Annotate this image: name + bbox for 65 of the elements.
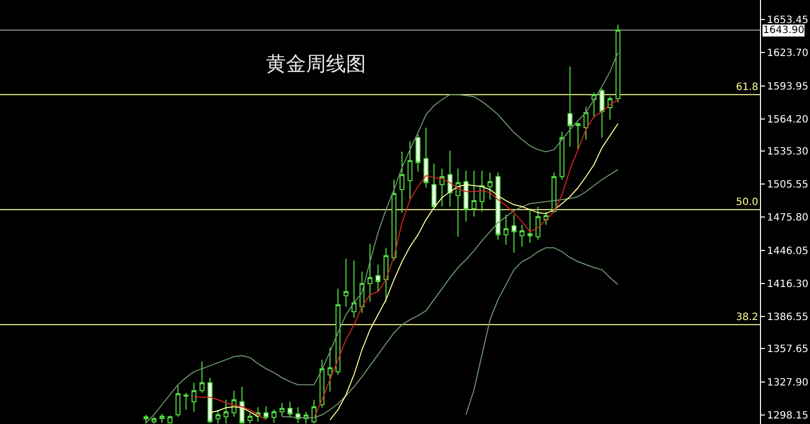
candlestick	[520, 224, 524, 248]
candlestick	[536, 206, 540, 240]
candlestick	[240, 386, 244, 424]
line-series	[282, 169, 618, 418]
annotation: 61.8	[736, 82, 758, 93]
candlestick	[576, 122, 580, 150]
y-tick-label: 1416.30	[767, 278, 808, 290]
candlestick	[528, 208, 532, 244]
candlestick	[496, 172, 500, 240]
candlestick	[600, 88, 604, 138]
candlestick	[264, 406, 268, 420]
candlestick	[320, 359, 324, 408]
candlestick	[384, 247, 388, 302]
y-tick-label: 1298.15	[767, 410, 808, 422]
y-tick-label: 1386.55	[767, 312, 808, 324]
candlestick	[176, 385, 180, 418]
candlestick	[376, 264, 380, 292]
candlestick	[472, 170, 476, 218]
candlestick	[424, 127, 428, 188]
candlestick	[488, 172, 492, 200]
y-tick-label: 1446.05	[767, 246, 808, 257]
annotation: 50.0	[736, 197, 758, 208]
candlestick	[200, 361, 204, 394]
candlestick	[288, 401, 292, 418]
candlestick	[592, 92, 596, 118]
y-tick-label: 1623.70	[767, 48, 808, 60]
candlestick	[560, 131, 564, 180]
candlestick	[400, 151, 404, 214]
candlestick	[336, 288, 340, 376]
candlestick	[280, 402, 284, 417]
line-series	[146, 52, 618, 424]
candlestick	[440, 168, 444, 208]
line-series	[466, 247, 618, 416]
candlestick	[616, 24, 620, 104]
candlestick	[456, 168, 460, 238]
candlestick	[416, 134, 420, 172]
y-tick-label: 1653.45	[767, 15, 808, 26]
candlestick	[480, 170, 484, 212]
candlestick	[552, 172, 556, 214]
candlestick	[328, 347, 332, 392]
candlestick	[368, 243, 372, 302]
candlestick	[352, 260, 356, 318]
candlestick	[448, 150, 452, 208]
y-tick-label: 1357.65	[767, 344, 808, 356]
y-tick-label: 1564.20	[767, 114, 808, 126]
candlestick	[344, 258, 348, 308]
y-tick-label: 1535.30	[767, 146, 808, 158]
text: 黄金周线图	[266, 52, 366, 76]
y-tick-label: 1475.80	[767, 212, 808, 224]
candlestick	[568, 66, 572, 148]
annotation: 38.2	[736, 312, 758, 323]
candlestick	[408, 141, 412, 200]
ref-line-label: 1643.90	[763, 25, 804, 36]
candlestick	[192, 382, 196, 412]
y-tick-label: 1593.95	[767, 81, 808, 92]
candlestick	[504, 214, 508, 246]
candlestick	[584, 106, 588, 140]
candlestick	[184, 392, 188, 410]
y-tick-label: 1505.55	[767, 180, 808, 191]
y-tick-label: 1327.90	[767, 377, 808, 388]
candlestick	[392, 179, 396, 261]
candlestick	[464, 170, 468, 222]
candlestick	[512, 214, 516, 254]
candlestick	[208, 377, 212, 424]
candlestick	[432, 163, 436, 210]
